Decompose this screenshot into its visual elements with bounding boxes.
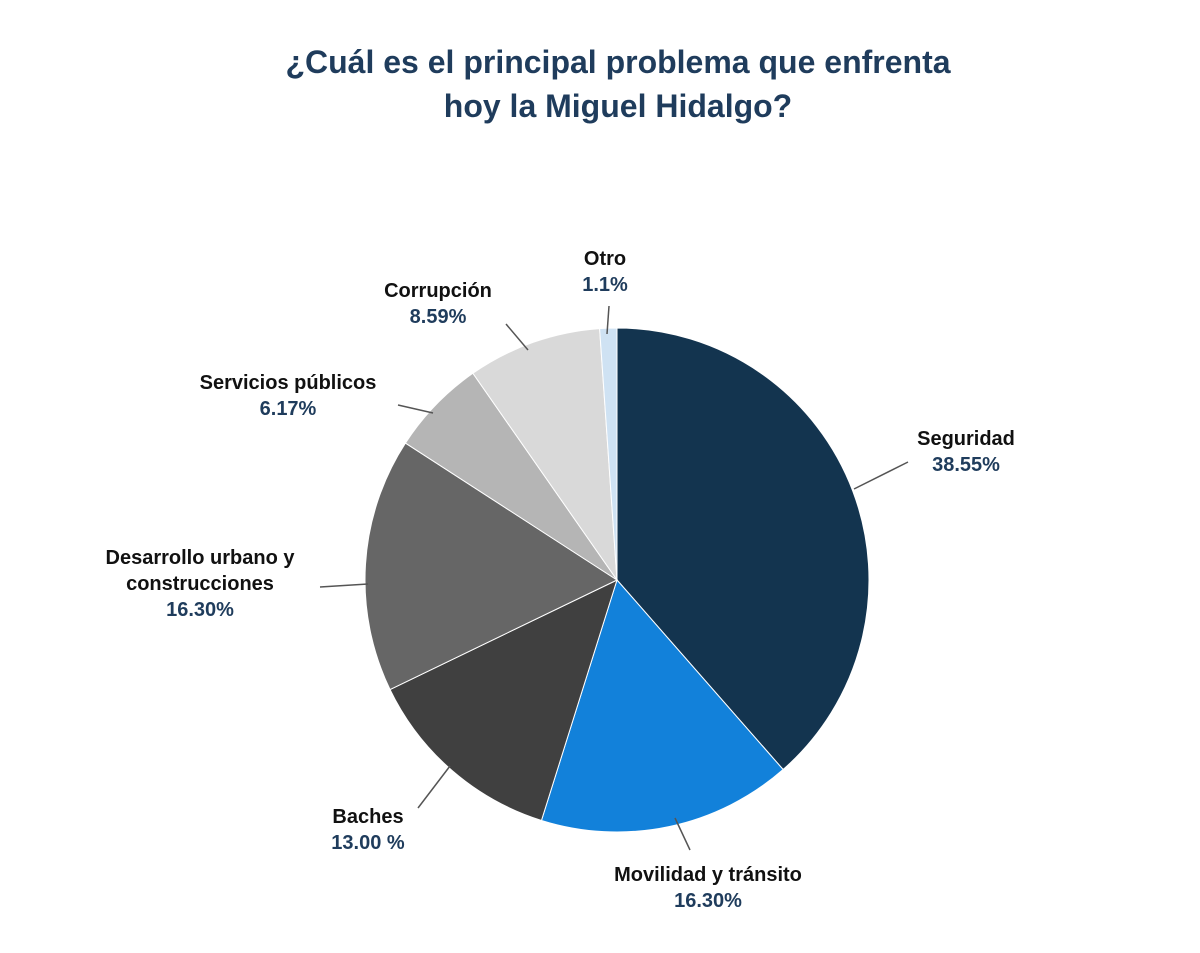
pie-slice-movilidad-y-transito <box>540 579 784 833</box>
chart-title: ¿Cuál es el principal problema que enfre… <box>0 40 1200 128</box>
slice-label-name: Baches <box>332 806 404 828</box>
slice-label-value: 1.1% <box>582 274 628 296</box>
slice-label-value: 16.30% <box>166 599 234 621</box>
leader-line-otro <box>606 305 610 335</box>
slice-label-value: 8.59% <box>409 306 467 328</box>
chart-title-line-2: hoy la Miguel Hidalgo? <box>443 88 793 124</box>
leader-line-desarrollo-urbano-y-construcciones <box>319 583 369 588</box>
slice-label-name: Servicios públicos <box>199 372 377 394</box>
chart-title-line-1: ¿Cuál es el principal problema que enfre… <box>285 44 951 80</box>
pie-slice-corrupcion <box>472 328 618 582</box>
slice-label-value: 6.17% <box>259 398 317 420</box>
leader-line-servicios-publicos <box>397 404 434 414</box>
pie-slice-baches <box>389 579 618 822</box>
pie-slice-desarrollo-urbano-y-construcciones <box>364 442 619 691</box>
leader-lines <box>319 305 909 851</box>
leader-line-corrupcion <box>505 323 529 351</box>
slice-label-value: 38.55% <box>932 454 1000 476</box>
slice-label-baches: Baches 13.00 % <box>331 804 404 856</box>
pie-slice-seguridad <box>616 327 870 771</box>
slice-label-corrupcion: Corrupción 8.59% <box>384 278 492 330</box>
slice-label-value: 13.00 % <box>331 832 405 854</box>
leader-line-seguridad <box>853 461 909 490</box>
slice-label-name: Seguridad <box>917 428 1015 450</box>
slice-label-name: Desarrollo urbano y <box>105 547 295 569</box>
slice-label-name: Movilidad y tránsito <box>614 864 802 886</box>
slice-label-otro: Otro 1.1% <box>582 246 628 298</box>
slice-label-name: Otro <box>583 248 627 270</box>
pie-slice-otro <box>599 327 618 581</box>
slice-label-desarrollo-urbano-y-construcciones: Desarrollo urbano y construcciones 16.30% <box>106 545 295 623</box>
leader-line-baches <box>417 765 451 809</box>
slice-label-movilidad-y-transito: Movilidad y tránsito 16.30% <box>614 862 802 914</box>
slice-label-value: 16.30% <box>674 890 742 912</box>
slice-label-servicios-publicos: Servicios públicos 6.17% <box>200 370 377 422</box>
pie-slices <box>364 327 870 833</box>
leader-line-movilidad-y-transito <box>674 817 691 851</box>
slice-label-name: Corrupción <box>384 280 492 302</box>
slice-label-name: construcciones <box>126 573 274 595</box>
slice-label-seguridad: Seguridad 38.55% <box>917 426 1015 478</box>
